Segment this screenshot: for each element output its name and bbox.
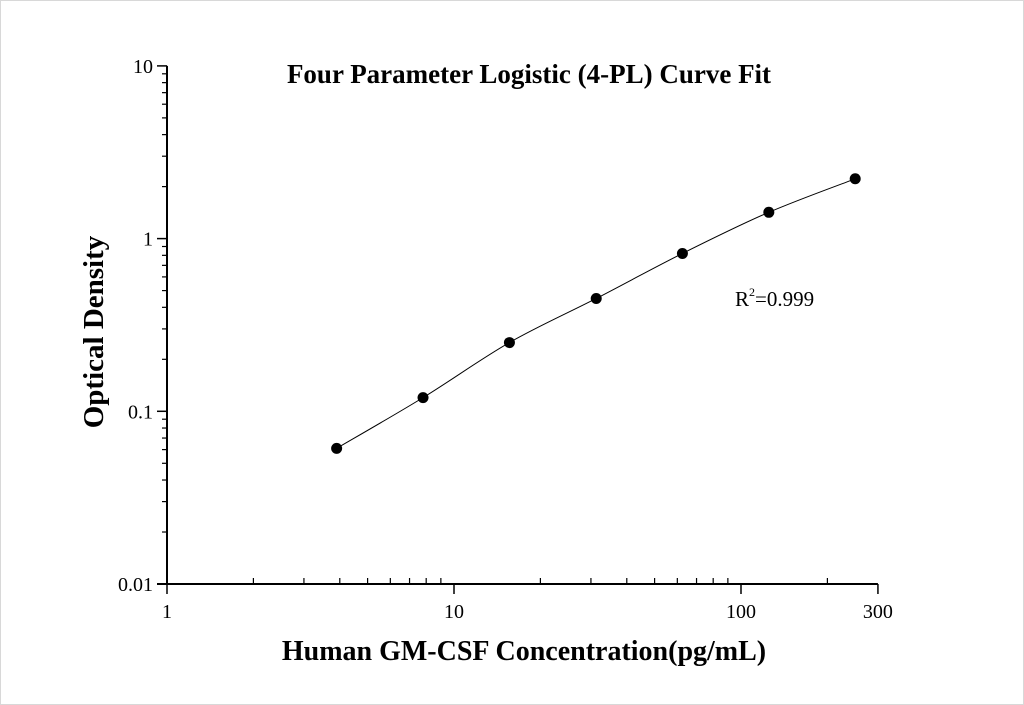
- y-tick-label: 0.1: [128, 401, 153, 423]
- data-point: [590, 292, 602, 304]
- data-point: [417, 392, 429, 404]
- r-squared-annotation: R2=0.999: [735, 285, 814, 311]
- y-tick-label: 0.01: [118, 574, 153, 596]
- y-tick-label: 10: [133, 56, 153, 78]
- data-point: [676, 247, 688, 259]
- chart-title: Four Parameter Logistic (4-PL) Curve Fit: [287, 59, 771, 89]
- y-axis-ticks: 0.01 0.1 1 10: [118, 56, 167, 596]
- y-axis-label: Optical Density: [78, 235, 110, 428]
- y-tick-label: 1: [143, 229, 153, 251]
- data-point: [849, 173, 861, 185]
- data-points: [331, 173, 861, 454]
- data-point: [331, 442, 343, 454]
- fit-curve: [336, 178, 856, 449]
- axes: [157, 65, 878, 585]
- x-tick-label: 1: [162, 601, 172, 623]
- x-axis-label: Human GM-CSF Concentration(pg/mL): [282, 636, 766, 667]
- x-tick-label: 10: [444, 601, 464, 623]
- x-tick-label: 100: [726, 601, 756, 623]
- data-point: [763, 206, 775, 218]
- x-tick-label: 300: [863, 601, 893, 623]
- data-point: [503, 337, 515, 349]
- x-axis-ticks: 1 10 100 300: [162, 578, 893, 623]
